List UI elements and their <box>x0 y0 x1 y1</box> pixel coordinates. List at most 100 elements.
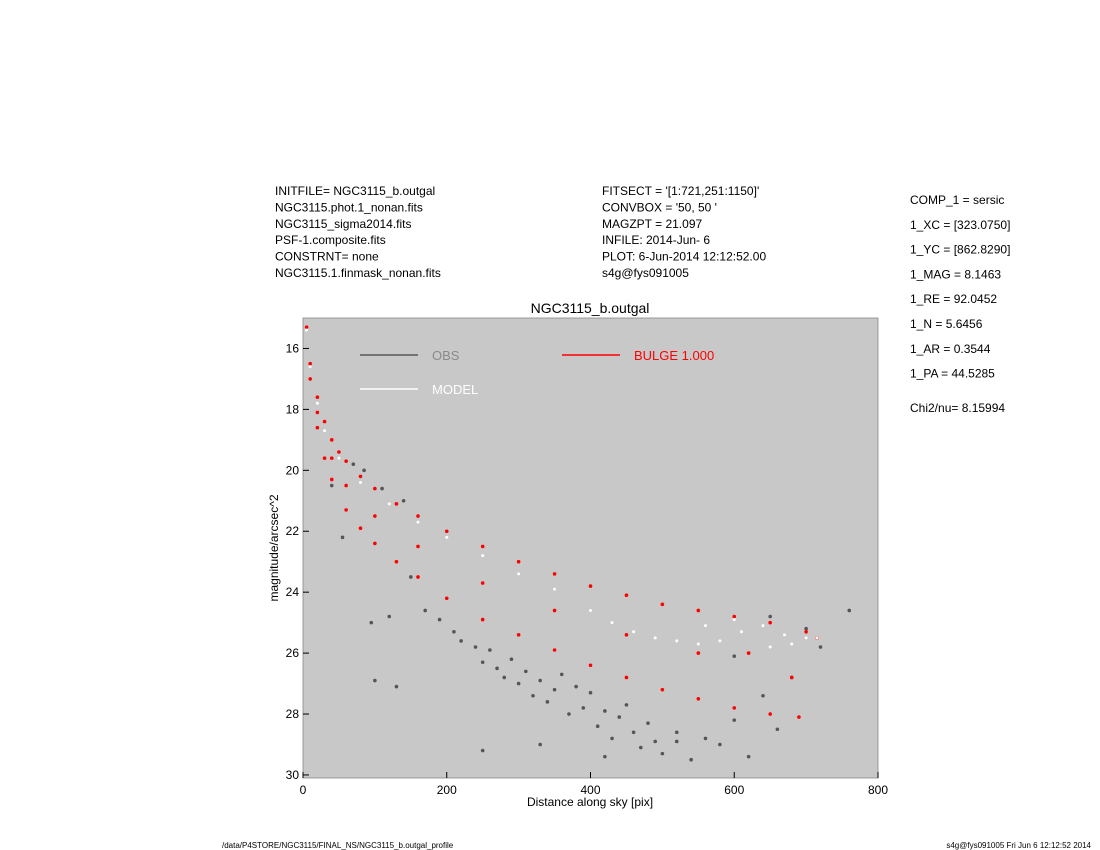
info-right: 1_PA = 44.5285 <box>910 367 995 381</box>
data-point <box>581 706 586 710</box>
data-point <box>761 693 765 698</box>
x-tick-label: 0 <box>300 783 307 797</box>
data-point <box>516 633 521 637</box>
data-point <box>761 624 765 628</box>
data-point <box>394 684 399 689</box>
data-point <box>704 624 707 628</box>
series <box>304 325 819 719</box>
data-point <box>480 617 485 622</box>
data-point <box>459 639 463 643</box>
info-middle: FITSECT = '[1:721,251:1150]' <box>602 184 759 198</box>
data-point <box>660 751 665 756</box>
data-point <box>588 690 593 695</box>
data-point <box>696 651 701 655</box>
data-point <box>480 660 485 665</box>
info-right: 1_AR = 0.3544 <box>910 342 991 356</box>
data-point <box>783 633 787 637</box>
data-point <box>847 608 852 613</box>
data-point <box>452 629 456 634</box>
data-point <box>675 639 679 643</box>
data-point <box>315 401 319 405</box>
data-point <box>718 639 722 643</box>
y-tick-label: 20 <box>286 463 300 477</box>
x-tick-label: 800 <box>868 783 888 797</box>
data-point <box>322 419 327 424</box>
data-point <box>416 514 420 518</box>
data-point <box>732 718 737 722</box>
legend-label: OBS <box>432 348 460 363</box>
data-point <box>768 645 772 649</box>
data-point <box>632 630 636 634</box>
data-point <box>703 736 708 741</box>
data-point <box>624 633 629 637</box>
info-middle: CONVBOX = '50, 50 ' <box>602 200 717 214</box>
data-point <box>696 608 701 613</box>
data-point <box>804 636 808 640</box>
data-point <box>437 617 442 622</box>
y-tick-label: 24 <box>286 585 300 599</box>
info-left: NGC3115.phot.1_nonan.fits <box>275 200 423 214</box>
data-point <box>553 587 557 591</box>
y-tick-label: 22 <box>286 524 300 538</box>
data-point <box>696 642 700 646</box>
data-point <box>329 438 334 442</box>
data-point <box>804 629 808 634</box>
data-point <box>358 474 363 479</box>
data-point <box>610 621 614 625</box>
data-point <box>603 754 607 759</box>
data-point <box>373 678 377 683</box>
data-point <box>718 742 722 747</box>
data-point <box>322 456 327 460</box>
legend-label: MODEL <box>432 382 478 397</box>
x-tick-label: 200 <box>437 783 457 797</box>
data-point <box>304 325 309 329</box>
info-middle: s4g@fys091005 <box>602 266 689 280</box>
data-point <box>603 709 607 713</box>
info-middle: PLOT: 6-Jun-2014 12:12:52.00 <box>602 250 766 264</box>
data-point <box>653 739 657 744</box>
data-point <box>696 696 701 701</box>
data-point <box>344 508 348 512</box>
data-point <box>401 498 406 503</box>
data-point <box>768 712 772 716</box>
data-point <box>567 712 571 716</box>
series <box>329 462 852 762</box>
series <box>305 328 819 649</box>
data-point <box>660 687 665 692</box>
data-point <box>344 459 348 463</box>
data-point <box>574 684 578 689</box>
data-point <box>423 608 427 613</box>
data-point <box>624 703 629 707</box>
data-point <box>308 365 312 369</box>
data-point <box>444 596 449 601</box>
data-point <box>315 425 320 430</box>
x-axis-label: Distance along sky [pix] <box>527 795 653 809</box>
data-point <box>362 468 366 473</box>
data-point <box>552 572 557 576</box>
data-point <box>329 456 334 460</box>
data-point <box>480 748 485 753</box>
data-point <box>369 620 374 625</box>
data-point <box>416 575 420 579</box>
data-point <box>444 529 449 534</box>
data-point <box>387 502 391 506</box>
data-point <box>480 544 485 549</box>
data-point <box>337 450 341 454</box>
data-point <box>646 721 650 725</box>
chi2: Chi2/nu= 8.15994 <box>910 401 1005 415</box>
data-point <box>639 745 643 750</box>
data-point <box>790 642 794 646</box>
data-point <box>394 502 399 506</box>
data-point <box>624 593 629 598</box>
data-point <box>617 715 622 719</box>
data-point <box>674 730 679 735</box>
y-tick-label: 30 <box>286 768 300 782</box>
data-point <box>552 648 557 652</box>
data-point <box>373 514 377 518</box>
data-point <box>610 736 614 741</box>
data-point <box>308 361 312 366</box>
y-tick-label: 26 <box>286 646 300 660</box>
data-point <box>746 754 751 759</box>
